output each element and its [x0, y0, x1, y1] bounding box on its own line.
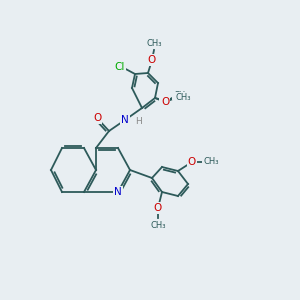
- Text: O: O: [93, 113, 101, 123]
- Text: O: O: [188, 157, 196, 167]
- Text: O: O: [154, 203, 162, 213]
- Text: CH₃: CH₃: [150, 220, 166, 230]
- Text: H: H: [136, 118, 142, 127]
- Text: CH₃: CH₃: [173, 91, 189, 100]
- Text: CH₃: CH₃: [146, 38, 162, 47]
- Text: CH₃: CH₃: [203, 158, 219, 166]
- Text: CH₃: CH₃: [175, 92, 191, 101]
- Text: N: N: [121, 115, 129, 125]
- Text: O: O: [160, 96, 168, 106]
- Text: O: O: [161, 97, 169, 107]
- Text: N: N: [114, 187, 122, 197]
- Text: O: O: [148, 55, 156, 65]
- Text: Cl: Cl: [115, 62, 125, 72]
